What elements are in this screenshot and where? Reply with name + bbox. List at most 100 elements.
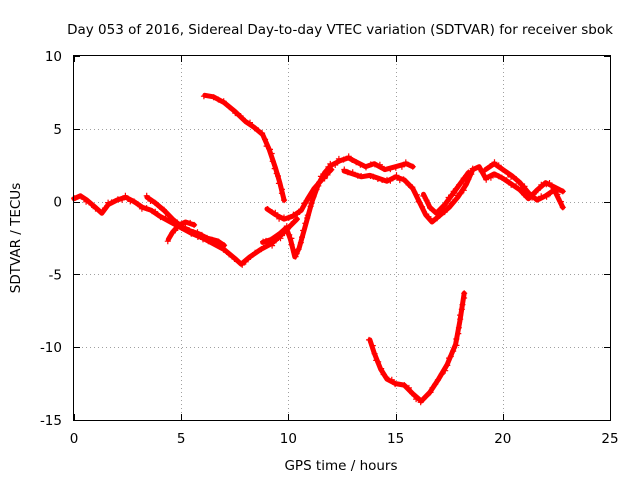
data-point-marker	[529, 194, 536, 201]
data-point-marker	[288, 241, 295, 248]
data-point-marker	[310, 193, 317, 200]
data-point-marker	[259, 130, 266, 137]
data-point-marker	[434, 215, 441, 222]
data-point-marker	[455, 324, 462, 331]
data-point-marker	[83, 198, 90, 205]
data-point-marker	[367, 173, 374, 179]
data-point-marker	[71, 195, 78, 202]
data-point-marker	[491, 171, 498, 178]
data-point-marker	[157, 214, 164, 221]
data-point-marker	[268, 150, 275, 157]
data-point-marker	[327, 160, 334, 167]
data-point-marker	[398, 163, 405, 170]
data-point-marker	[535, 196, 542, 203]
data-point-marker	[143, 192, 150, 199]
data-point-marker	[263, 143, 270, 150]
data-point-marker	[405, 181, 412, 188]
data-point-marker	[487, 174, 494, 181]
data-point-marker	[425, 213, 432, 220]
data-point-marker	[221, 242, 228, 249]
data-point-marker	[349, 157, 356, 163]
data-point-marker	[409, 184, 416, 191]
data-point-marker	[453, 342, 460, 349]
y-axis-label: SDTVAR / TECUs	[8, 183, 24, 293]
data-point-marker	[546, 180, 553, 186]
grid-lines	[74, 56, 610, 420]
data-point-marker	[432, 381, 439, 388]
data-point-marker	[268, 236, 275, 243]
data-point-marker	[415, 198, 422, 205]
y-tick-label: -10	[40, 340, 62, 356]
data-point-marker	[400, 176, 407, 183]
data-point-marker	[275, 173, 281, 179]
data-point-marker	[332, 162, 339, 168]
data-point-marker	[447, 353, 454, 360]
data-point-marker	[380, 371, 387, 378]
data-point-marker	[452, 186, 459, 193]
series-arc-6	[260, 153, 416, 260]
data-point-marker	[164, 238, 171, 245]
data-point-marker	[175, 221, 182, 228]
data-point-marker	[162, 215, 169, 222]
data-point-marker	[271, 165, 278, 172]
data-point-marker	[504, 170, 511, 177]
data-point-marker	[138, 205, 145, 212]
data-point-marker	[275, 180, 282, 187]
data-point-marker	[438, 371, 445, 378]
data-point-marker	[341, 166, 348, 173]
data-point-marker	[131, 198, 137, 205]
data-point-marker	[463, 180, 469, 187]
data-point-marker	[252, 249, 259, 256]
data-point-marker	[453, 336, 460, 342]
data-point-marker	[547, 190, 554, 197]
data-point-marker	[276, 231, 283, 238]
data-point-marker	[375, 358, 382, 365]
series-arc-2	[143, 192, 228, 249]
data-point-marker	[187, 219, 194, 226]
data-point-marker	[345, 153, 352, 160]
data-point-marker	[366, 336, 372, 343]
data-point-marker	[204, 234, 210, 241]
data-point-marker	[147, 198, 154, 204]
data-point-marker	[268, 209, 275, 215]
data-point-marker	[231, 256, 238, 262]
data-point-marker	[191, 221, 198, 228]
data-point-marker	[340, 156, 347, 163]
data-point-marker	[475, 164, 482, 171]
data-point-marker	[457, 190, 464, 197]
data-point-marker	[300, 227, 307, 234]
data-point-marker	[513, 183, 520, 190]
data-point-marker	[108, 199, 115, 206]
data-point-marker	[413, 191, 420, 198]
x-tick-label: 15	[387, 431, 404, 447]
data-point-marker	[313, 186, 320, 193]
data-point-marker	[258, 246, 265, 253]
series-arc-10	[366, 290, 468, 406]
data-point-marker	[215, 96, 222, 103]
plot-frame	[73, 55, 611, 421]
data-point-marker	[513, 176, 520, 183]
data-point-marker	[483, 176, 490, 183]
data-point-marker	[469, 165, 476, 172]
data-point-marker	[78, 193, 85, 200]
chart-title: Day 053 of 2016, Sidereal Day-to-day VTE…	[67, 22, 613, 38]
data-point-marker	[543, 193, 550, 200]
data-point-marker	[242, 117, 249, 124]
y-tick-label: -5	[49, 267, 62, 283]
data-point-marker	[308, 200, 315, 207]
data-point-marker	[119, 196, 126, 203]
data-point-marker	[378, 365, 385, 372]
data-point-marker	[182, 220, 189, 227]
data-point-marker	[271, 234, 278, 241]
data-point-marker	[349, 169, 356, 176]
data-point-marker	[283, 223, 290, 230]
data-point-marker	[101, 205, 108, 212]
series-arc-9	[482, 159, 566, 211]
data-point-marker	[353, 159, 360, 166]
data-point-marker	[498, 174, 505, 181]
data-point-marker	[376, 161, 383, 168]
y-tick-label: 0	[53, 195, 62, 211]
data-point-marker	[495, 162, 502, 169]
data-point-marker	[427, 389, 434, 396]
data-point-marker	[237, 113, 244, 119]
